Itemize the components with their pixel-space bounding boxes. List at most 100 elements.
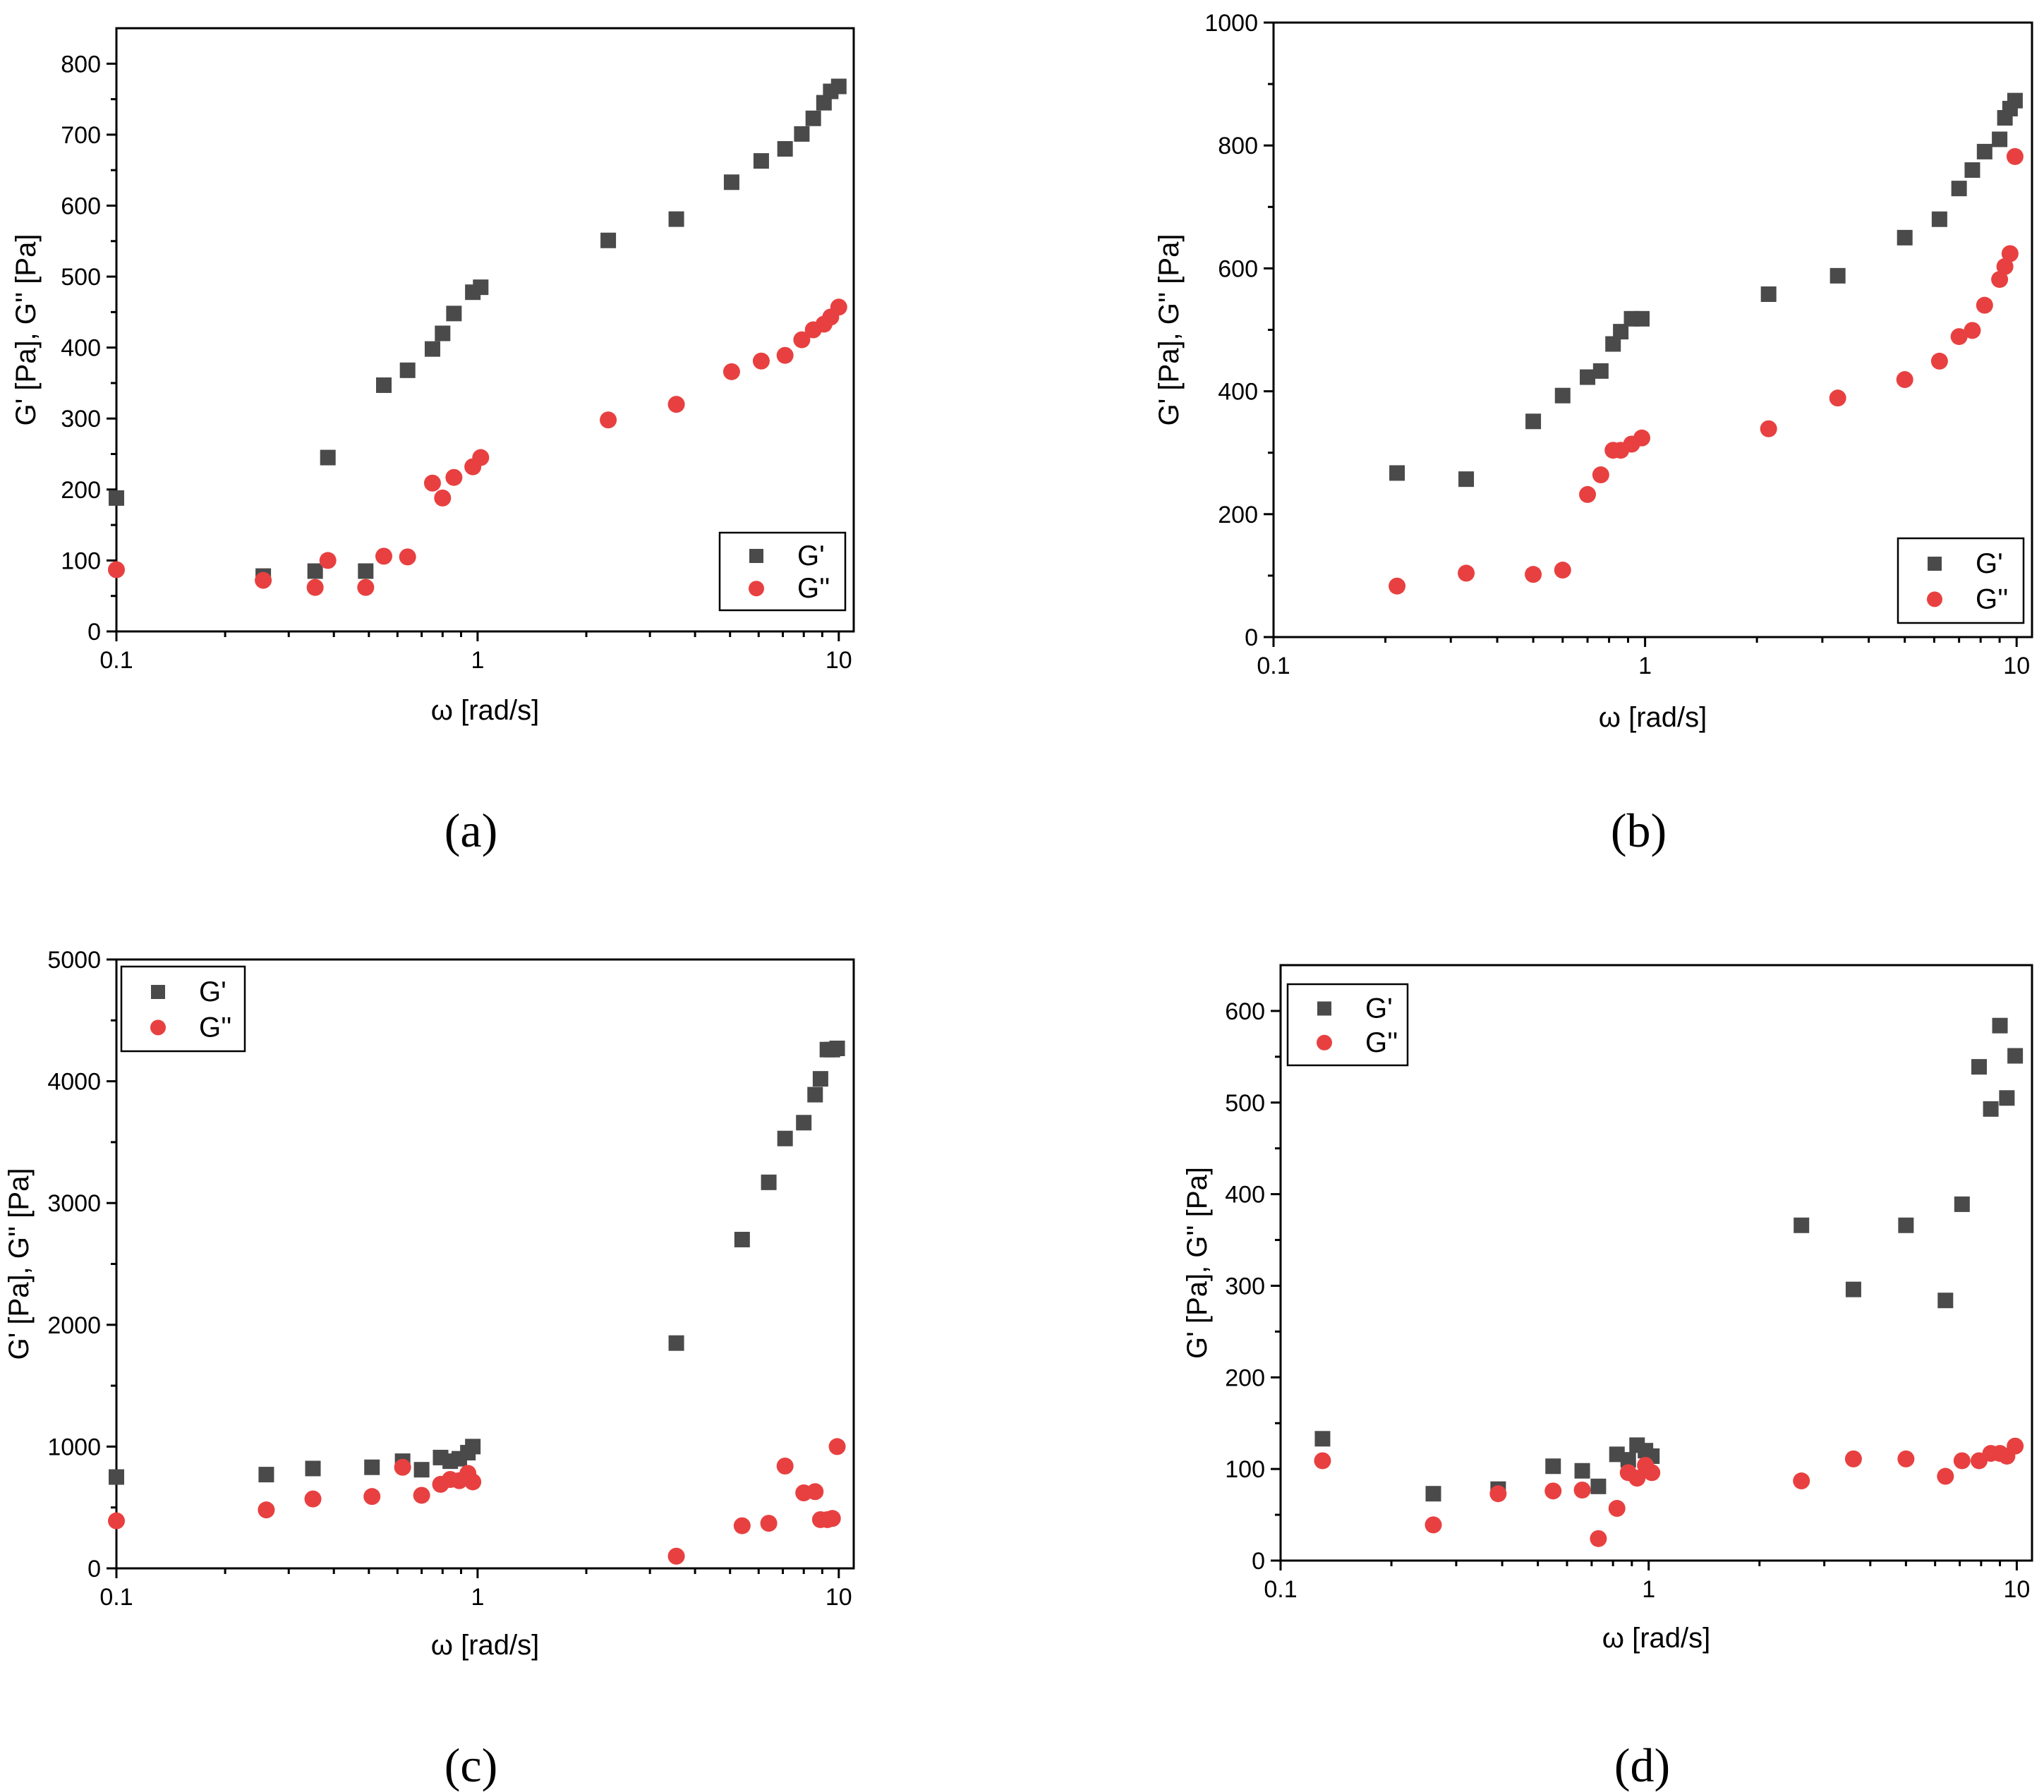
point-gdoubleprime-15 xyxy=(1964,322,1981,339)
point-gdoubleprime-1 xyxy=(255,571,272,589)
point-gprime-4 xyxy=(1580,369,1596,385)
point-gprime-0 xyxy=(109,1469,124,1485)
point-gdoubleprime-5 xyxy=(375,547,392,565)
point-gdoubleprime-4 xyxy=(1579,485,1597,503)
point-gprime-20 xyxy=(2007,92,2023,109)
legend-marker-gdoubleprime xyxy=(150,1019,166,1036)
point-gdoubleprime-10 xyxy=(1643,1464,1661,1482)
x-axis-label: ω [rad/s] xyxy=(431,695,540,726)
point-gdoubleprime-5 xyxy=(1592,466,1609,484)
point-gdoubleprime-17 xyxy=(793,331,811,349)
point-gprime-16 xyxy=(807,1086,823,1103)
legend-label-gprime: G' xyxy=(1365,993,1393,1024)
chart-panel-c: 0 1000 2000 3000 4000 5000 0.1 1 10 ω [rad/s] G' [… xyxy=(4,947,855,1792)
point-gdoubleprime-10 xyxy=(1760,420,1777,437)
point-gprime-18 xyxy=(1992,1017,2008,1034)
point-gprime-7 xyxy=(424,341,440,357)
point-gdoubleprime-11 xyxy=(667,1547,685,1565)
point-gprime-16 xyxy=(1976,143,1992,159)
legend-marker-gprime xyxy=(1317,1001,1331,1016)
point-gdoubleprime-5 xyxy=(413,1487,430,1504)
y-tick-label: 200 xyxy=(1225,1364,1265,1391)
point-gprime-17 xyxy=(812,1071,828,1087)
point-gprime-0 xyxy=(1389,465,1405,481)
point-gprime-20 xyxy=(829,1040,845,1056)
point-gprime-13 xyxy=(1898,1217,1914,1233)
x-tick-label: 10 xyxy=(826,647,852,674)
point-gprime-8 xyxy=(435,325,451,341)
chart-panel-d: 0 100 200 300 400 500 600 0.1 1 10 ω [rad/s] G' [Pa… xyxy=(1182,964,2033,1792)
point-gprime-1 xyxy=(1458,471,1475,488)
point-gdoubleprime-0 xyxy=(1314,1452,1331,1470)
y-tick-label: 400 xyxy=(61,335,101,362)
point-gdoubleprime-6 xyxy=(399,548,416,566)
point-gprime-11 xyxy=(1794,1217,1810,1233)
point-gdoubleprime-14 xyxy=(1937,1467,1954,1485)
y-tick-label: 300 xyxy=(1225,1273,1265,1300)
point-gdoubleprime-20 xyxy=(2006,147,2024,165)
point-gprime-15 xyxy=(796,1115,812,1131)
y-axis-label: G' [Pa], G'' [Pa] xyxy=(4,1168,35,1360)
y-tick-label: 600 xyxy=(61,193,101,219)
point-gdoubleprime-14 xyxy=(722,363,740,380)
point-gprime-18 xyxy=(805,110,821,126)
point-gprime-7 xyxy=(1620,1452,1636,1468)
legend-marker-gdoubleprime xyxy=(1927,591,1942,607)
point-gdoubleprime-12 xyxy=(600,411,617,429)
y-tick-label: 4000 xyxy=(47,1069,101,1096)
point-gdoubleprime-1 xyxy=(258,1501,275,1519)
point-gdoubleprime-2 xyxy=(1489,1485,1507,1503)
point-gprime-15 xyxy=(1954,1196,1970,1212)
point-gprime-6 xyxy=(399,362,416,378)
point-gdoubleprime-3 xyxy=(1544,1482,1562,1500)
point-gprime-7 xyxy=(1613,324,1629,340)
x-tick-label: 0.1 xyxy=(99,647,133,674)
point-gdoubleprime-14 xyxy=(1950,328,1968,346)
point-gdoubleprime-13 xyxy=(760,1515,778,1532)
x-tick-label: 1 xyxy=(1638,653,1652,679)
point-gprime-10 xyxy=(465,1439,481,1455)
x-tick-label: 1 xyxy=(471,647,484,674)
y-tick-label: 200 xyxy=(61,477,101,504)
point-gprime-14 xyxy=(1937,1292,1954,1309)
legend: G'G'' xyxy=(1286,983,1409,1067)
y-tick-label: 1000 xyxy=(47,1434,101,1460)
point-gprime-19 xyxy=(1999,1090,2015,1106)
y-tick-label: 800 xyxy=(1218,133,1258,159)
y-tick-label: 400 xyxy=(1225,1182,1265,1209)
legend-label-gdoubleprime: G'' xyxy=(1365,1027,1398,1058)
point-gdoubleprime-16 xyxy=(806,1483,824,1501)
y-tick-label: 500 xyxy=(61,264,101,291)
x-axis-label: ω [rad/s] xyxy=(1602,1623,1711,1654)
x-tick-label: 1 xyxy=(1642,1576,1655,1603)
point-gdoubleprime-16 xyxy=(1976,296,1993,314)
point-gdoubleprime-3 xyxy=(363,1488,381,1506)
point-gdoubleprime-0 xyxy=(108,1512,125,1530)
panel-label-b: (b) xyxy=(1611,804,1667,857)
panel-label-d: (d) xyxy=(1614,1738,1670,1792)
legend: G'G'' xyxy=(120,965,246,1053)
point-gdoubleprime-15 xyxy=(752,352,770,370)
plot-frame xyxy=(115,27,855,633)
point-gdoubleprime-16 xyxy=(776,346,794,364)
point-gdoubleprime-2 xyxy=(304,1490,322,1508)
point-gdoubleprime-15 xyxy=(1953,1452,1971,1470)
point-gdoubleprime-3 xyxy=(1554,562,1571,579)
point-gprime-16 xyxy=(777,141,793,157)
point-gdoubleprime-10 xyxy=(464,1473,482,1491)
point-gprime-16 xyxy=(1971,1059,1987,1075)
legend-box xyxy=(120,965,246,1053)
point-gdoubleprime-11 xyxy=(1793,1472,1810,1490)
y-tick-label: 0 xyxy=(87,619,101,646)
y-tick-label: 1000 xyxy=(1204,10,1258,37)
x-tick-label: 10 xyxy=(2003,653,2030,679)
x-tick-label: 10 xyxy=(2003,1576,2030,1603)
point-gprime-11 xyxy=(668,1335,684,1351)
point-gprime-17 xyxy=(1992,131,2008,147)
point-gprime-2 xyxy=(305,1460,321,1477)
y-axis-label: G' [Pa], G'' [Pa] xyxy=(11,234,42,426)
x-tick-label: 0.1 xyxy=(1257,653,1290,679)
point-gdoubleprime-5 xyxy=(1590,1530,1607,1547)
point-gprime-17 xyxy=(1983,1101,1999,1117)
y-tick-label: 2000 xyxy=(47,1312,101,1339)
